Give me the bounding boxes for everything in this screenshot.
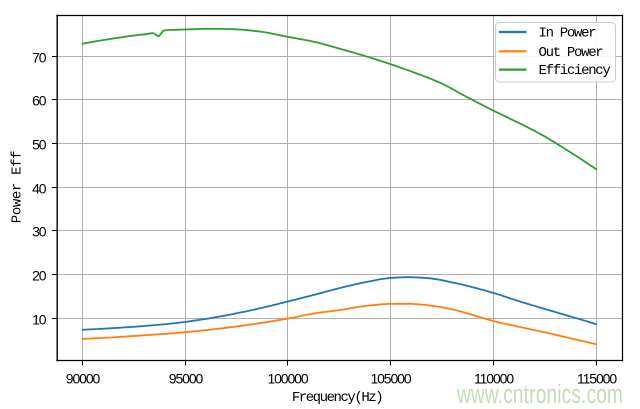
- svg-text:110000: 110000: [474, 371, 514, 387]
- svg-text:Frequency(Hz): Frequency(Hz): [292, 390, 382, 406]
- svg-text:105000: 105000: [370, 371, 411, 387]
- svg-text:Efficiency: Efficiency: [539, 63, 611, 79]
- svg-text:Power Eff: Power Eff: [10, 151, 26, 223]
- svg-text:60: 60: [32, 93, 47, 109]
- svg-text:20: 20: [32, 268, 47, 284]
- svg-text:70: 70: [32, 50, 47, 66]
- svg-text:Out Power: Out Power: [539, 45, 604, 61]
- svg-text:100000: 100000: [267, 371, 308, 387]
- svg-text:90000: 90000: [66, 371, 101, 387]
- svg-text:www.cntronics.com: www.cntronics.com: [456, 379, 623, 409]
- svg-text:30: 30: [32, 224, 47, 240]
- svg-text:95000: 95000: [169, 371, 204, 387]
- svg-text:10: 10: [32, 312, 47, 328]
- svg-text:40: 40: [32, 181, 47, 197]
- svg-text:115000: 115000: [577, 371, 617, 387]
- svg-text:50: 50: [32, 137, 47, 153]
- svg-text:In Power: In Power: [539, 26, 597, 42]
